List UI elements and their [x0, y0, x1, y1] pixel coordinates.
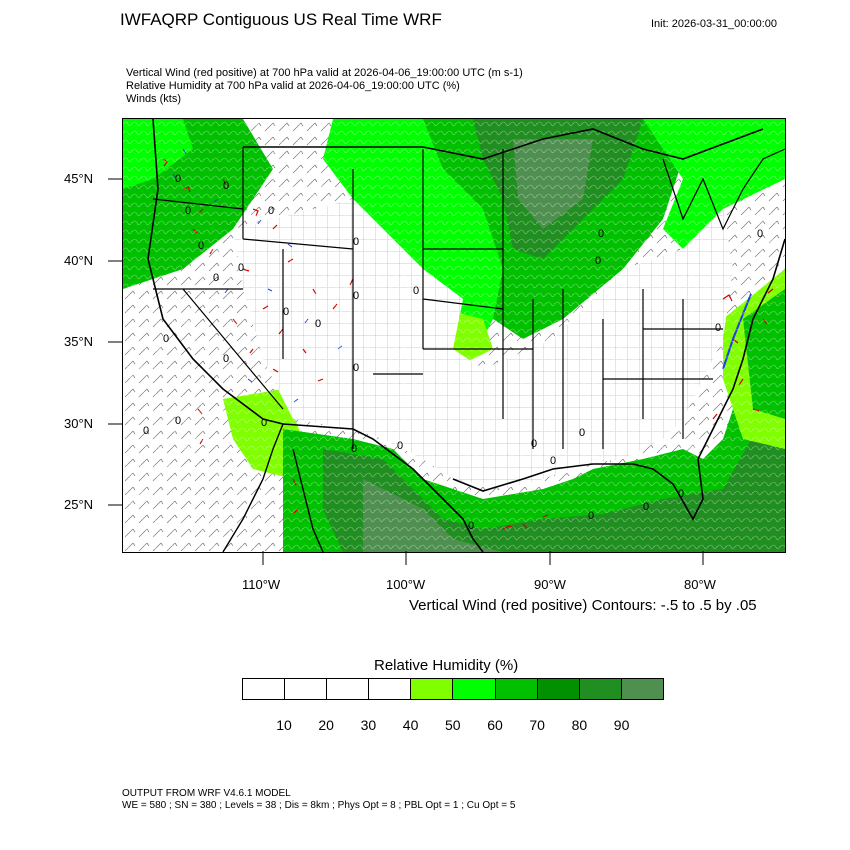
colorbar-label: 60 [487, 717, 503, 733]
colorbar-title: Relative Humidity (%) [374, 657, 519, 674]
field-description-winds: Winds (kts) [126, 93, 181, 105]
colorbar-label: 40 [402, 717, 419, 733]
colorbar [242, 678, 664, 700]
map-canvas: 0 0 0 0 0 0 0 0 0 0 0 0 0 0 0 0 0 0 0 0 … [123, 119, 785, 552]
zero-label: 0 [223, 180, 229, 192]
zero-label: 0 [531, 438, 537, 450]
zero-label: 0 [238, 262, 244, 274]
model-config: WE = 580 ; SN = 380 ; Levels = 38 ; Dis … [122, 800, 516, 811]
zero-label: 0 [213, 272, 219, 284]
zero-label: 0 [175, 415, 181, 427]
zero-label: 0 [588, 510, 594, 522]
chart-title: IWFAQRP Contiguous US Real Time WRF [120, 10, 442, 29]
colorbar-label: 30 [360, 717, 377, 733]
colorbar-swatch [537, 679, 580, 699]
zero-label: 0 [185, 205, 191, 217]
lat-label-40: 40°N [64, 253, 94, 268]
field-description-vertical-wind: Vertical Wind (red positive) at 700 hPa … [126, 67, 523, 79]
zero-label: 0 [353, 236, 359, 248]
lon-label-90w: 90°W [534, 577, 566, 592]
colorbar-label: 10 [276, 717, 292, 733]
model-info: OUTPUT FROM WRF V4.6.1 MODEL [122, 788, 291, 799]
zero-label: 0 [579, 427, 585, 439]
zero-label: 0 [163, 333, 169, 345]
colorbar-swatch [369, 679, 412, 699]
zero-label: 0 [283, 306, 289, 318]
colorbar-label: 20 [318, 717, 334, 733]
zero-contour-labels: 0 0 0 0 0 0 0 0 0 0 0 0 0 0 0 0 0 0 0 0 … [143, 173, 763, 532]
zero-label: 0 [715, 322, 721, 334]
zero-label: 0 [351, 443, 357, 455]
zero-label: 0 [397, 440, 403, 452]
zero-label: 0 [643, 501, 649, 513]
colorbar-swatch [453, 679, 496, 699]
colorbar-swatch [327, 679, 370, 699]
zero-label: 0 [413, 285, 419, 297]
zero-label: 0 [315, 318, 321, 330]
zero-label: 0 [678, 488, 684, 500]
zero-label: 0 [223, 353, 229, 365]
zero-label: 0 [261, 417, 267, 429]
colorbar-swatch [579, 679, 622, 699]
lat-label-35: 35°N [64, 334, 94, 349]
zero-label: 0 [175, 173, 181, 185]
colorbar-swatch [411, 679, 454, 699]
lon-label-80w: 80°W [684, 577, 716, 592]
state-borders [147, 119, 785, 552]
map-panel: 0 0 0 0 0 0 0 0 0 0 0 0 0 0 0 0 0 0 0 0 … [122, 118, 786, 553]
colorbar-label: 50 [445, 717, 461, 733]
zero-label: 0 [198, 240, 204, 252]
colorbar-swatch [621, 679, 663, 699]
zero-label: 0 [598, 228, 604, 240]
colorbar-label: 70 [529, 717, 545, 733]
lat-ticks [108, 178, 122, 506]
lat-label-45: 45°N [64, 171, 94, 186]
zero-label: 0 [353, 362, 359, 374]
lon-label-110w: 110°W [242, 577, 281, 592]
lon-ticks [262, 551, 704, 565]
zero-label: 0 [595, 255, 601, 267]
zero-label: 0 [468, 520, 474, 532]
init-time: Init: 2026-03-31_00:00:00 [651, 18, 777, 30]
colorbar-label: 80 [571, 717, 588, 733]
colorbar-swatch [243, 679, 286, 699]
colorbar-swatch [285, 679, 328, 699]
lat-label-30: 30°N [64, 416, 94, 431]
contour-interval-note: Vertical Wind (red positive) Contours: -… [409, 597, 757, 614]
zero-label: 0 [268, 205, 274, 217]
colorbar-label: 90 [613, 717, 630, 733]
zero-label: 0 [550, 455, 556, 467]
lat-label-25: 25°N [64, 497, 94, 512]
colorbar-swatch [495, 679, 538, 699]
zero-label: 0 [353, 290, 359, 302]
zero-label: 0 [757, 228, 763, 240]
zero-label: 0 [143, 425, 149, 437]
field-description-relative-humidity: Relative Humidity at 700 hPa valid at 20… [126, 80, 460, 92]
lon-label-100w: 100°W [386, 577, 426, 592]
